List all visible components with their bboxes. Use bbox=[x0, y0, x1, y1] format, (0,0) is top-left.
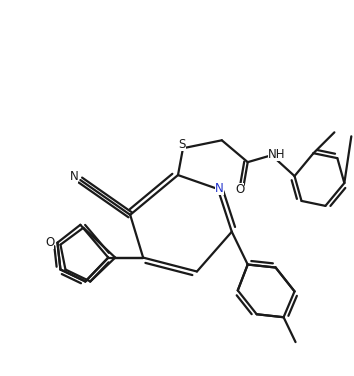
Text: O: O bbox=[45, 236, 54, 249]
Text: O: O bbox=[235, 183, 244, 196]
Text: N: N bbox=[215, 182, 224, 195]
Text: N: N bbox=[70, 170, 78, 183]
Text: S: S bbox=[178, 138, 186, 150]
Text: NH: NH bbox=[268, 148, 285, 161]
